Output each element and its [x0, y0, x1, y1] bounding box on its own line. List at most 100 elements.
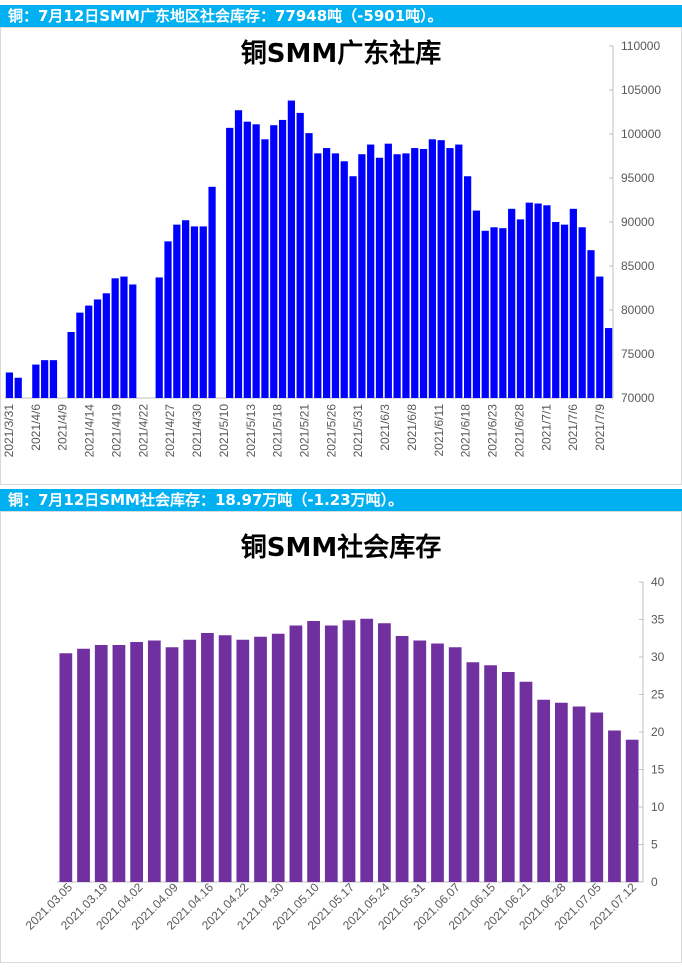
y-tick-label: 40 — [651, 575, 665, 589]
bar — [112, 645, 126, 882]
bar — [393, 154, 401, 398]
x-tick-label: 2021/5/13 — [244, 404, 258, 458]
bar — [560, 224, 569, 398]
chart-panel-guangdong: 铜SMM广东社库 70000 75000 80000 85000 90000 95000 1… — [0, 27, 682, 485]
bar — [243, 121, 251, 399]
bar — [314, 153, 322, 398]
bar — [608, 730, 621, 882]
bar — [155, 277, 163, 398]
headline-total: 铜：7月12日SMM社会库存：18.97万吨（-1.23万吨）。 — [0, 489, 682, 511]
y-tick-label: 105000 — [621, 83, 661, 97]
bar — [587, 250, 595, 398]
bar — [76, 312, 84, 398]
bar — [129, 284, 137, 398]
bar — [554, 702, 568, 882]
x-tick-label: 2021/4/22 — [136, 404, 150, 458]
x-tick-label: 2021/6/3 — [378, 404, 392, 451]
y-tick-label: 90000 — [621, 215, 655, 229]
bar — [516, 219, 525, 398]
bar — [190, 226, 199, 398]
bar — [85, 305, 93, 398]
x-tick-label: 2021/4/27 — [163, 404, 177, 458]
bar — [501, 672, 515, 882]
bar — [173, 224, 181, 398]
bar — [466, 662, 480, 882]
y-tick-label: 25 — [651, 688, 665, 702]
bar — [367, 144, 375, 398]
bar — [165, 647, 179, 882]
bar — [590, 712, 604, 882]
chart-title: 铜SMM广东社库 — [241, 38, 441, 69]
bar — [208, 186, 216, 398]
bar — [455, 144, 463, 398]
bar — [234, 110, 243, 399]
bar — [537, 699, 551, 882]
x-tick-label: 2021/4/30 — [190, 404, 204, 458]
bar — [349, 176, 357, 398]
x-tick-label: 2021/6/8 — [405, 404, 419, 451]
x-tick-label: 2021/6/18 — [459, 404, 473, 458]
bar — [578, 227, 586, 398]
x-tick-label: 2021/7/9 — [593, 404, 607, 451]
bar — [448, 647, 462, 882]
bar — [604, 328, 613, 398]
bar — [93, 299, 102, 398]
bar — [525, 202, 533, 398]
bar — [395, 636, 409, 882]
y-tick-label: 10 — [651, 800, 665, 814]
y-tick-label: 20 — [651, 725, 665, 739]
y-tick-label: 100000 — [621, 127, 661, 141]
x-tick-label: 2021/5/10 — [217, 404, 231, 458]
chart-total-stock: 铜SMM社会库存 05101520253035402021.03.052021.… — [23, 532, 665, 933]
bar — [484, 665, 497, 882]
bar — [289, 625, 303, 882]
bar — [342, 620, 356, 882]
bar — [287, 100, 295, 398]
headline-guangdong: 铜：7月12日SMM广东地区社会库存：77948吨（-5901吨）。 — [0, 5, 682, 27]
bar — [569, 208, 577, 398]
bar — [14, 377, 22, 398]
y-tick-label: 80000 — [621, 303, 655, 317]
bar — [59, 653, 73, 882]
chart-title: 铜SMM社会库存 — [241, 532, 441, 563]
bar — [431, 643, 444, 882]
bar — [437, 140, 445, 398]
bar — [252, 124, 260, 398]
bar — [271, 633, 285, 882]
bar — [201, 633, 214, 882]
bar — [32, 364, 40, 398]
y-tick-label: 85000 — [621, 259, 655, 273]
bar — [596, 276, 604, 398]
x-tick-label: 2021/6/28 — [512, 404, 526, 458]
x-tick-label: 2021/5/21 — [298, 404, 312, 458]
bar — [307, 621, 320, 882]
bar — [428, 139, 436, 398]
bar — [67, 332, 75, 398]
bar — [305, 133, 313, 398]
bar — [199, 226, 207, 398]
y-tick-label: 110000 — [621, 39, 660, 53]
x-tick-label: 2021/5/31 — [351, 404, 365, 458]
bar — [226, 127, 234, 398]
bar — [519, 681, 533, 882]
bar — [446, 148, 454, 398]
x-tick-label: 2021/4/14 — [83, 404, 97, 458]
bar — [49, 360, 58, 398]
bar — [164, 241, 172, 398]
y-tick-label: 70000 — [621, 391, 655, 405]
x-tick-label: 2021/6/23 — [486, 404, 500, 458]
bar — [360, 618, 374, 882]
y-tick-label: 0 — [651, 875, 658, 889]
x-tick-label: 2021/4/19 — [109, 404, 123, 458]
x-tick-label: 2021/4/6 — [29, 404, 43, 451]
bar — [111, 278, 119, 398]
bar — [340, 161, 348, 398]
x-tick-label: 2021/5/18 — [271, 404, 285, 458]
bar — [120, 276, 128, 398]
y-tick-label: 15 — [651, 763, 665, 777]
bar — [331, 153, 340, 398]
x-tick-label: 2021/4/9 — [56, 404, 70, 451]
bar — [375, 157, 384, 398]
x-tick-label: 2021/7/6 — [566, 404, 580, 451]
y-tick-label: 5 — [651, 838, 658, 852]
